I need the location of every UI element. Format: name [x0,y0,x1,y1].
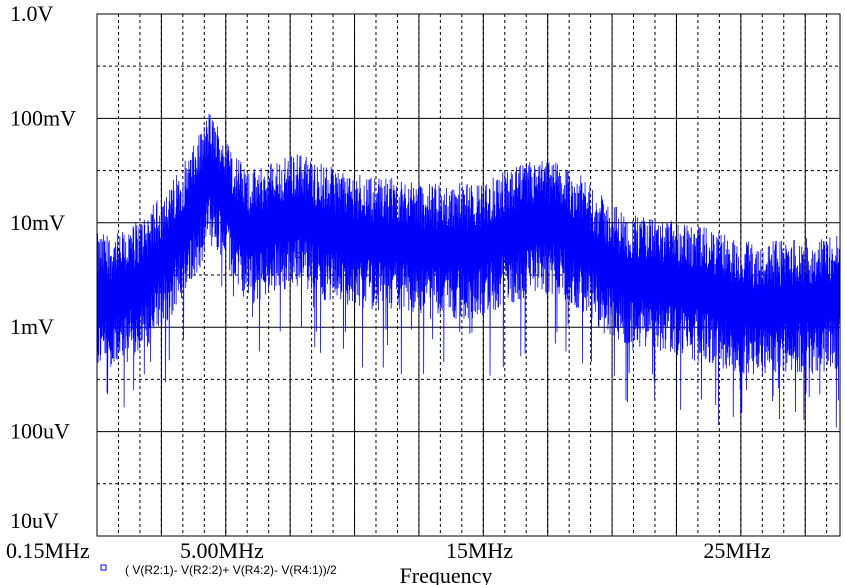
series-marker [728,304,735,311]
legend-label: ( V(R2:1)- V(R2:2)+ V(R4:2)- V(R4:1))/2 [125,563,337,577]
series-marker [821,282,828,289]
legend: ( V(R2:1)- V(R2:2)+ V(R4:2)- V(R4:1))/2 [100,563,337,577]
series-marker [264,260,271,267]
y-tick-label: 10mV [10,210,65,235]
series-marker [542,232,549,239]
series-marker [790,323,797,330]
y-tick-label: 1mV [10,314,54,339]
series-marker [326,224,333,231]
x-tick-label: 15MHz [446,538,513,563]
y-tick-label: 100mV [10,105,76,130]
series-marker [357,256,364,263]
x-tick-label: 5.00MHz [180,538,264,563]
y-tick-label: 10uV [10,508,59,533]
series-group [96,113,841,428]
x-axis-ticks: 0.15MHz 5.00MHz 15MHz 25MHz [6,538,771,563]
series-marker [450,260,457,267]
series-marker [295,252,302,259]
series-marker [697,302,704,309]
y-axis-ticks: 1.0V 100mV 10mV 1mV 100uV 10uV [10,1,76,533]
series-marker [109,312,116,319]
series-marker [171,270,178,277]
x-tick-label: 0.15MHz [6,538,90,563]
series-marker [233,189,240,196]
series-marker [573,236,580,243]
x-tick-label: 25MHz [703,538,770,563]
series-marker [480,240,487,247]
series-marker [759,284,766,291]
series-marker [388,233,395,240]
series-marker [511,239,518,246]
series-marker [604,261,611,268]
series-marker [666,242,673,249]
series-marker [202,168,209,175]
plot-frame [96,13,841,537]
series-marker [419,240,426,247]
series-marker [140,300,147,307]
y-tick-label: 1.0V [10,1,54,26]
series-line [96,113,841,428]
series-marker [635,262,642,269]
x-axis-label: Frequency [400,563,493,585]
y-tick-label: 100uV [10,419,70,444]
legend-marker [100,564,107,571]
